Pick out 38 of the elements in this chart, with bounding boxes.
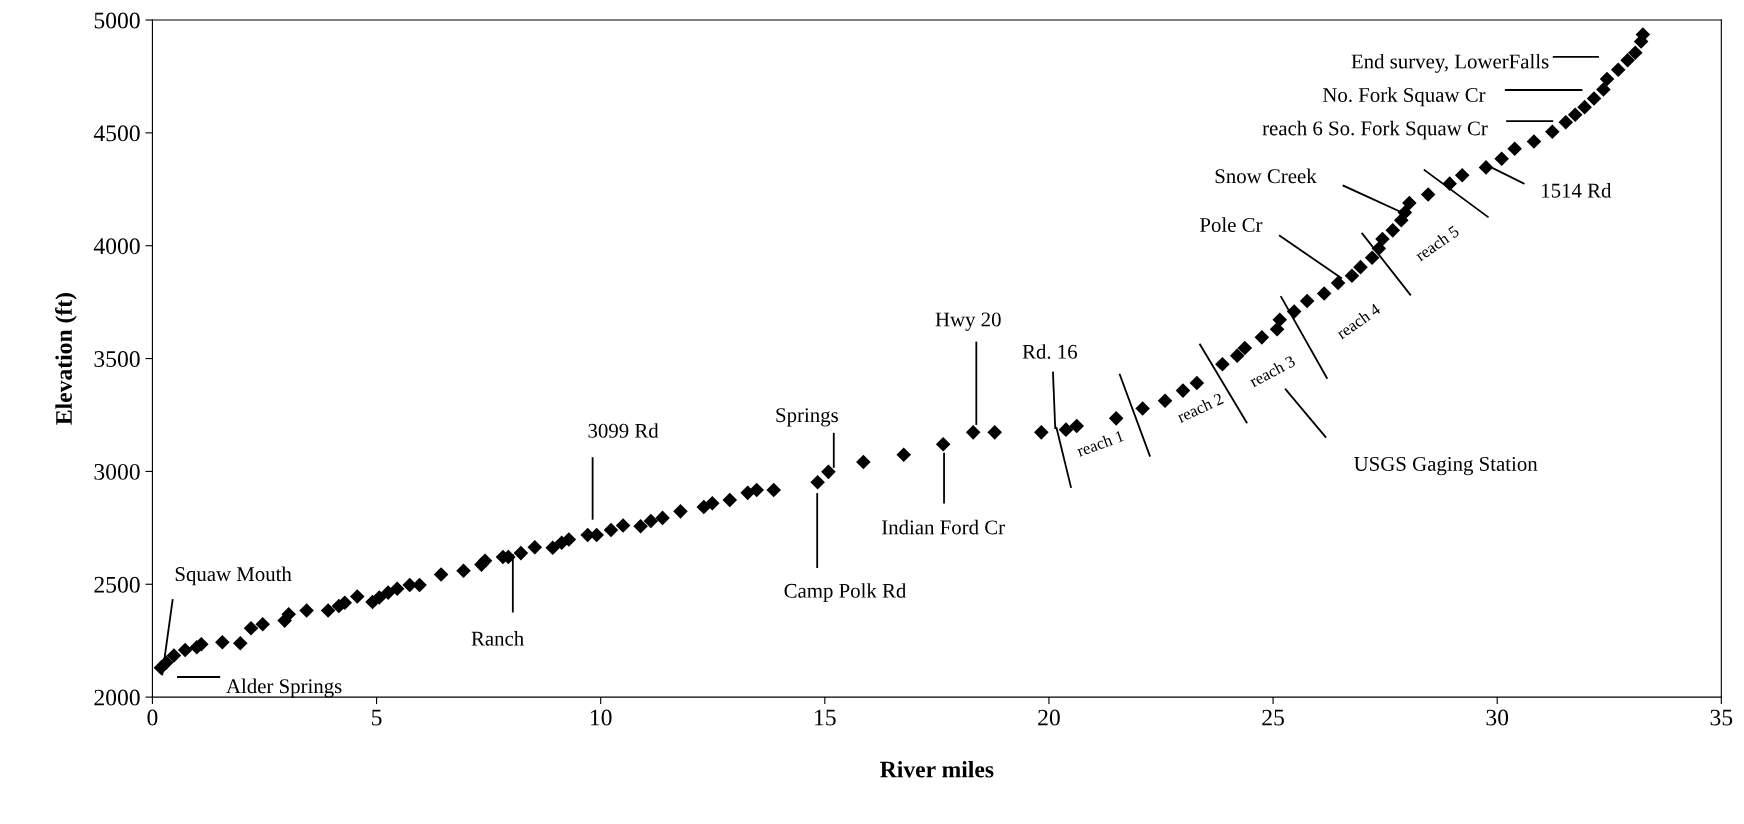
annotation: 3099 Rd [588,423,659,438]
annotation: Rd. 16 [1022,344,1077,359]
y-tick-label: 5000 [94,12,140,29]
x-tick-label: 30 [1486,709,1509,726]
y-tick-label: 4500 [93,125,140,142]
annotation: Hwy 20 [935,312,1001,331]
annotation: USGS Gaging Station [1354,456,1538,476]
annotation: Pole Cr [1199,217,1263,232]
x-axis-title: River miles [880,760,994,778]
annotation: reach 4 [1335,302,1382,340]
x-tick-label: 35 [1710,709,1733,726]
annotation: Camp Polk Rd [784,583,907,603]
annotation: Snow Creek [1215,168,1317,184]
annotation: reach 1 [1075,429,1125,457]
x-tick-label: 0 [147,709,158,726]
annotation: reach 2 [1176,392,1224,424]
y-tick-label: 4000 [93,238,140,255]
annotation: reach 6 So. Fork Squaw Cr [1262,120,1488,140]
x-tick-label: 25 [1262,709,1284,726]
y-tick-label: 3000 [94,463,140,480]
x-tick-label: 10 [590,709,612,726]
y-tick-label: 2000 [94,689,140,706]
annotation: End survey, LowerFalls [1351,53,1549,73]
annotation: Ranch [471,631,524,646]
x-tick-label: 5 [372,709,382,726]
annotation: Squaw Mouth [175,566,292,586]
annotation: reach 3 [1248,354,1296,388]
annotation: 1514 Rd [1542,183,1612,198]
y-tick-label: 3500 [94,351,140,367]
x-tick-label: 15 [815,709,836,726]
annotation: Alder Springs [226,678,342,698]
annotation: Indian Ford Cr [881,519,1005,535]
annotation: No. Fork Squaw Cr [1322,87,1486,107]
y-tick-label: 2500 [94,576,140,593]
annotation: Springs [776,408,838,427]
y-axis-title: Elevation (ft) [55,293,77,425]
annotation: reach 5 [1414,224,1460,262]
x-tick-label: 20 [1038,709,1060,726]
